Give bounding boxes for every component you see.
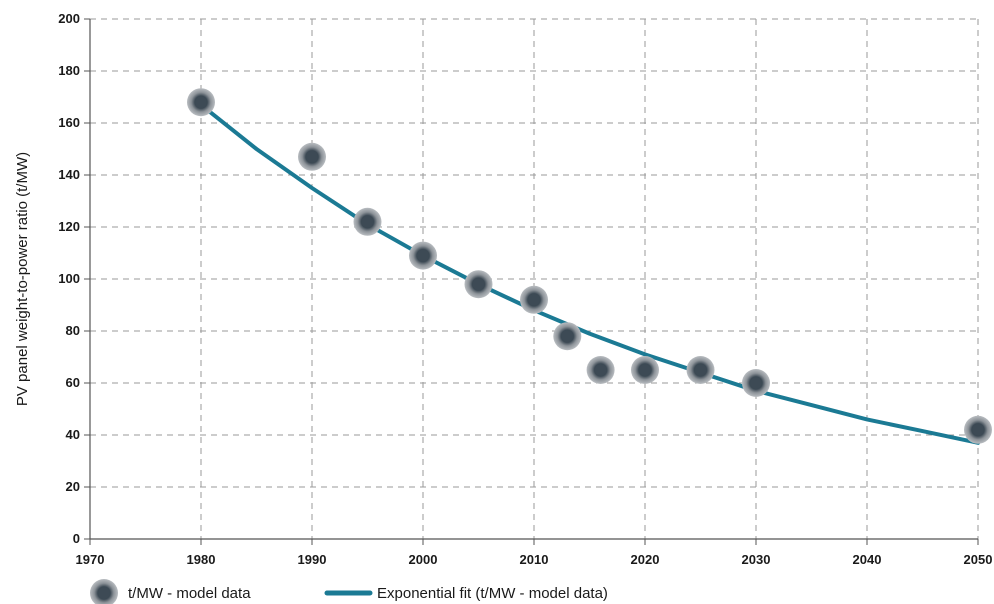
data-point [631,356,659,384]
data-point-core [561,330,574,343]
data-point-core [306,150,318,163]
y-tick-label: 40 [66,427,80,442]
y-tick-label: 60 [66,375,80,390]
data-point [964,415,992,444]
y-tick-labels: 0 20 40 60 80 100 120 140 160 180 200 [58,11,80,546]
legend: t/MW - model data Exponential fit (t/MW … [90,579,608,604]
data-point-core [639,364,651,376]
x-tick-label: 2020 [631,552,660,567]
x-tick-label: 2050 [964,552,993,567]
fit-line-group [199,102,980,445]
data-point [742,369,770,397]
y-axis-label: PV panel weight-to-power ratio (t/MW) [14,152,31,406]
legend-label-model-data: t/MW - model data [128,585,251,602]
x-tick-label: 2000 [409,552,438,567]
y-tick-label: 140 [58,167,80,182]
data-point-core [417,249,429,262]
data-point [686,356,715,384]
x-tick-labels: 1970 1980 1990 2000 2010 2020 2030 2040 2050 [76,552,993,567]
data-point [464,270,493,299]
y-tick-label: 80 [66,323,80,338]
y-tick-label: 100 [58,271,80,286]
data-point-core [594,364,607,376]
legend-label-exponential-fit: Exponential fit (t/MW - model data) [377,585,608,602]
data-point [187,88,215,117]
x-tick-label: 1990 [298,552,327,567]
data-point [520,285,548,314]
data-point [353,207,382,236]
data-point-core [472,278,485,291]
grid [90,18,979,539]
data-point [586,356,615,384]
data-point [409,241,437,270]
x-tick-label: 2030 [742,552,771,567]
data-point-core [694,364,707,376]
x-tick-label: 2040 [853,552,882,567]
legend-point-core [98,587,110,599]
data-point-core [750,377,762,389]
legend-marker-scatter [90,579,118,604]
data-point [298,142,326,171]
y-tick-label: 200 [58,11,80,26]
data-point-core [195,96,207,109]
data-point [553,322,582,351]
y-tick-label: 0 [73,531,80,546]
fit-line [199,102,980,445]
x-tick-label: 1970 [76,552,105,567]
x-tick-label: 2010 [520,552,549,567]
data-point-core [972,423,984,436]
y-tick-label: 160 [58,115,80,130]
y-tick-label: 120 [58,219,80,234]
x-tick-label: 1980 [187,552,216,567]
y-tick-label: 180 [58,63,80,78]
data-points [187,88,992,444]
axes [84,18,979,545]
data-point-core [361,215,374,228]
y-tick-label: 20 [66,479,80,494]
data-point-core [528,293,540,306]
